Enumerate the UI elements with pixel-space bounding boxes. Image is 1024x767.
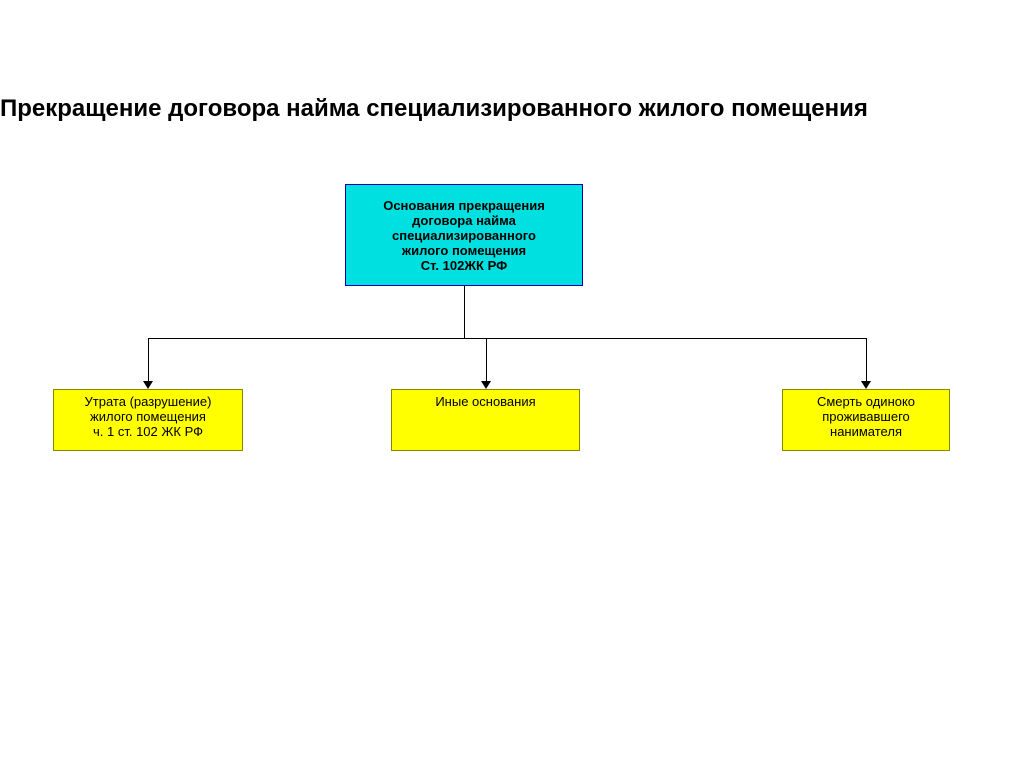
connector-horizontal xyxy=(148,338,867,339)
child-node-line: Утрата (разрушение) xyxy=(85,394,212,409)
child-node-line: нанимателя xyxy=(830,424,902,439)
root-node: Основания прекращениядоговора наймаспеци… xyxy=(345,184,583,286)
root-node-line: Основания прекращения xyxy=(383,198,545,213)
child-node-0: Утрата (разрушение)жилого помещенияч. 1 … xyxy=(53,389,243,451)
connector-arrow-0 xyxy=(143,381,153,389)
root-node-line: договора найма xyxy=(412,213,516,228)
connector-drop-2 xyxy=(866,338,867,382)
child-node-line: ч. 1 ст. 102 ЖК РФ xyxy=(93,424,203,439)
connector-arrow-1 xyxy=(481,381,491,389)
title-text: Прекращение договора найма специализиров… xyxy=(0,95,868,122)
connector-drop-0 xyxy=(148,338,149,382)
child-node-1: Иные основания xyxy=(391,389,580,451)
child-node-line: Смерть одиноко xyxy=(817,394,915,409)
child-node-line: проживавшего xyxy=(822,409,910,424)
root-node-line: жилого помещения xyxy=(402,243,526,258)
connector-arrow-2 xyxy=(861,381,871,389)
child-node-2: Смерть одинокопроживавшегонанимателя xyxy=(782,389,950,451)
connector-drop-1 xyxy=(486,338,487,382)
child-node-line: Иные основания xyxy=(435,394,535,409)
root-node-line: Ст. 102ЖК РФ xyxy=(421,258,507,273)
root-node-line: специализированного xyxy=(392,228,536,243)
child-node-line: жилого помещения xyxy=(90,409,206,424)
connector-root-stem xyxy=(464,286,465,338)
diagram-title: Прекращение договора найма специализиров… xyxy=(0,95,1024,123)
